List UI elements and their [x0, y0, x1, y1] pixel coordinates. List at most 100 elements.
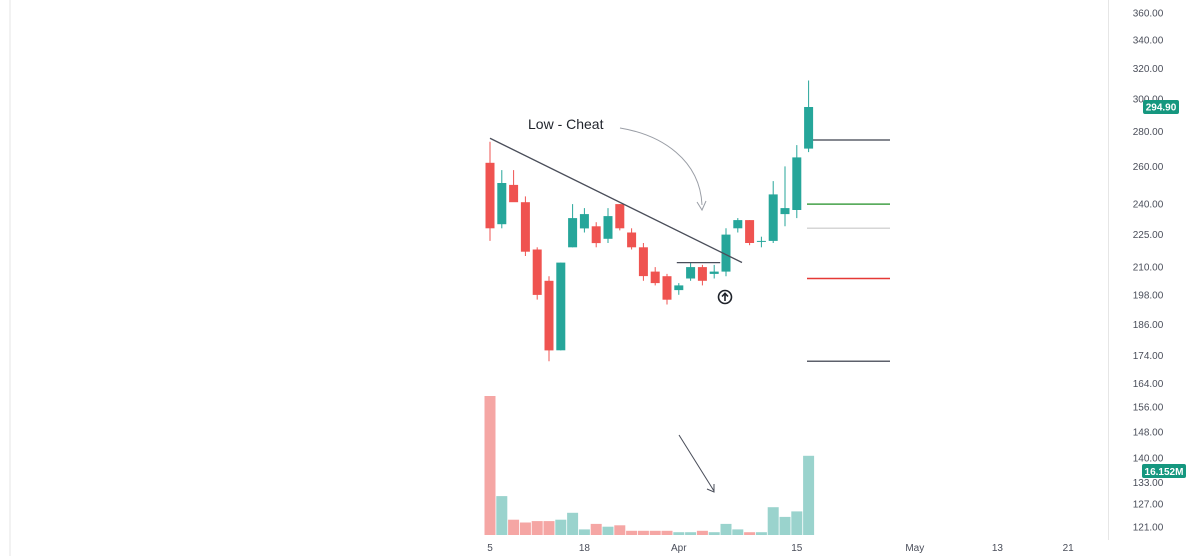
candle[interactable]: [686, 262, 696, 281]
price-tick-label: 127.00: [1133, 500, 1164, 511]
volume-bar: [555, 519, 567, 535]
candle-body: [674, 285, 684, 291]
candle-body: [697, 267, 707, 281]
curved-arrow-head: [696, 200, 707, 212]
curved-arrow-shaft: [619, 127, 703, 206]
candle[interactable]: [544, 276, 554, 362]
candle[interactable]: [627, 228, 637, 250]
volume-bar: [803, 455, 815, 535]
candle[interactable]: [733, 218, 743, 233]
volume-bar: [767, 507, 779, 535]
candle[interactable]: [780, 166, 790, 227]
candle[interactable]: [520, 196, 530, 256]
time-tick-label: 15: [791, 543, 803, 554]
drawings: Low - Cheat: [489, 116, 743, 493]
candle[interactable]: [615, 204, 625, 231]
volume-bar: [791, 511, 803, 535]
low-cheat-label: Low - Cheat: [528, 116, 604, 132]
candle[interactable]: [638, 243, 648, 281]
candles[interactable]: [485, 80, 814, 362]
volume-bar: [590, 523, 602, 535]
time-tick-label: 5: [487, 543, 493, 554]
volume-arrow-shaft: [678, 434, 715, 492]
volume-bar: [508, 519, 520, 535]
candle[interactable]: [591, 222, 601, 248]
candle-body: [733, 220, 743, 229]
price-tick-label: 280.00: [1133, 127, 1164, 138]
volume-bar: [578, 529, 590, 535]
candle[interactable]: [804, 80, 814, 153]
candle-body: [745, 220, 755, 243]
volume-arrow-head: [706, 484, 715, 493]
volume-bar: [720, 523, 732, 535]
horizontal-levels: [807, 139, 890, 362]
candle[interactable]: [768, 181, 778, 243]
volume-bar: [696, 530, 708, 535]
candle[interactable]: [532, 247, 542, 300]
time-tick-label: May: [905, 543, 924, 554]
volume-bar: [661, 530, 673, 535]
candle[interactable]: [721, 228, 731, 277]
volume-bar: [614, 525, 626, 535]
price-tick-label: 148.00: [1133, 428, 1164, 439]
price-tick-label: 174.00: [1133, 351, 1164, 362]
candle[interactable]: [756, 236, 766, 248]
price-tick-label: 133.00: [1133, 478, 1164, 489]
volume-value: 16.152M: [1145, 467, 1184, 478]
candle-body: [686, 267, 696, 279]
price-tick-label: 156.00: [1133, 403, 1164, 414]
candle[interactable]: [497, 170, 507, 229]
candle-body: [627, 232, 637, 248]
last-price-value: 294.90: [1146, 103, 1177, 114]
candle-body: [615, 204, 625, 229]
price-tick-label: 360.00: [1133, 9, 1164, 20]
candle-body: [591, 226, 601, 244]
volume-bar: [779, 516, 791, 535]
candle[interactable]: [662, 273, 672, 305]
candle-body: [650, 271, 660, 284]
candle-body: [709, 271, 719, 274]
up-arrow-circle-icon: [717, 289, 733, 305]
volume-bar: [708, 532, 720, 535]
price-tick-label: 320.00: [1133, 64, 1164, 75]
candle-body: [768, 194, 778, 241]
price-tick-label: 240.00: [1133, 200, 1164, 211]
candle-body: [603, 216, 613, 239]
candle[interactable]: [674, 283, 684, 295]
volume-bar: [744, 532, 756, 535]
volume-bar: [685, 532, 697, 535]
price-tick-label: 140.00: [1133, 454, 1164, 465]
volume-bar: [543, 521, 555, 535]
trend-line: [489, 137, 743, 264]
price-tick-label: 340.00: [1133, 35, 1164, 46]
candle-body: [544, 280, 554, 351]
candle[interactable]: [697, 264, 707, 286]
candle[interactable]: [745, 220, 755, 246]
candle-body: [756, 240, 766, 242]
candle[interactable]: [579, 208, 589, 233]
candle[interactable]: [485, 141, 495, 241]
last-price-badge: 294.90: [1143, 100, 1179, 114]
candle[interactable]: [792, 145, 802, 219]
price-axis[interactable]: 360.00340.00320.00300.00280.00260.00240.…: [1133, 9, 1164, 534]
candle[interactable]: [568, 204, 578, 248]
candle-body: [532, 249, 542, 295]
candle[interactable]: [709, 264, 719, 279]
price-tick-label: 210.00: [1133, 263, 1164, 274]
candle[interactable]: [556, 262, 566, 351]
candle-body: [497, 183, 507, 225]
candle[interactable]: [509, 170, 519, 203]
volume-bar: [755, 532, 767, 535]
price-tick-label: 121.00: [1133, 523, 1164, 534]
candle[interactable]: [650, 267, 660, 286]
candle[interactable]: [603, 208, 613, 243]
volume-bar: [519, 522, 531, 535]
price-tick-label: 186.00: [1133, 320, 1164, 331]
time-tick-label: 13: [992, 543, 1004, 554]
candle-body: [520, 202, 530, 252]
volume-bar: [732, 529, 744, 535]
price-tick-label: 225.00: [1133, 230, 1164, 241]
time-axis[interactable]: 5 18 Apr 15 May 13 21: [487, 543, 1074, 554]
volume-bar: [673, 532, 685, 535]
